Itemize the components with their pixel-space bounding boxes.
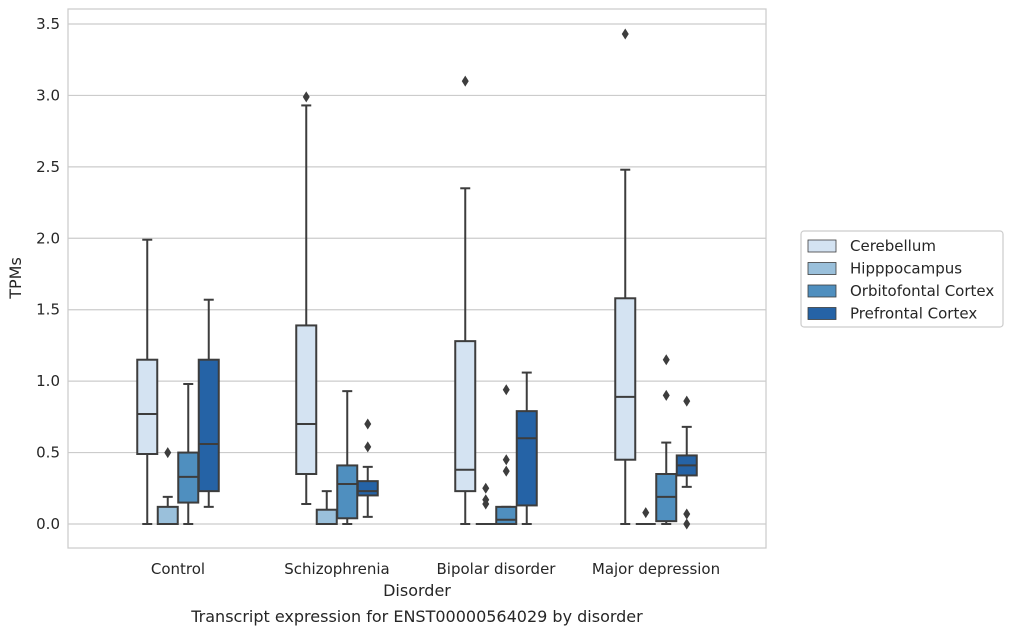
box bbox=[495, 505, 518, 526]
outlier-point bbox=[482, 482, 490, 494]
legend-label: Cerebellum bbox=[850, 237, 936, 255]
box-group bbox=[295, 91, 318, 505]
box bbox=[315, 508, 338, 526]
box bbox=[614, 297, 637, 461]
box-group bbox=[315, 490, 338, 526]
box bbox=[156, 505, 179, 526]
plot-frame bbox=[67, 8, 767, 549]
y-tick-label: 1.5 bbox=[36, 301, 60, 319]
box bbox=[454, 340, 477, 493]
outlier-point bbox=[502, 384, 510, 396]
box-group bbox=[177, 383, 200, 525]
box bbox=[136, 358, 159, 456]
y-tick-label: 3.0 bbox=[36, 86, 60, 104]
box bbox=[336, 464, 359, 520]
box bbox=[356, 480, 379, 497]
x-tick-label: Bipolar disorder bbox=[437, 560, 557, 578]
legend-frame bbox=[800, 230, 1004, 328]
legend-item: Hipppocampus bbox=[807, 260, 962, 278]
box bbox=[515, 410, 538, 507]
outlier-point bbox=[302, 91, 310, 103]
box bbox=[197, 358, 220, 493]
legend-swatch bbox=[807, 307, 837, 320]
outlier-point bbox=[683, 395, 691, 407]
outlier-point bbox=[662, 354, 670, 366]
y-tick-labels: 0.0 0.5 1.0 1.5 2.0 2.5 3.0 3.5 bbox=[36, 15, 60, 533]
outlier-point bbox=[364, 441, 372, 453]
outlier-point bbox=[502, 454, 510, 466]
box-group bbox=[675, 395, 698, 530]
legend-item: Orbitofontal Cortex bbox=[807, 282, 994, 300]
legend-item: Prefrontal Cortex bbox=[807, 305, 977, 323]
outlier-point bbox=[482, 498, 490, 510]
outlier-point bbox=[364, 418, 372, 430]
x-axis-title: Disorder bbox=[383, 581, 451, 600]
box-group bbox=[454, 75, 477, 525]
legend-swatch bbox=[807, 239, 837, 253]
outlier-point bbox=[642, 507, 650, 519]
box-group bbox=[614, 28, 637, 525]
box-group bbox=[515, 371, 538, 525]
y-tick-label: 2.0 bbox=[36, 229, 60, 247]
x-tick-labels: Control Schizophrenia Bipolar disorder Majo… bbox=[151, 560, 720, 578]
gridlines bbox=[68, 23, 766, 525]
outlier-point bbox=[461, 75, 469, 87]
box-group bbox=[197, 298, 220, 508]
box bbox=[295, 324, 318, 475]
legend-swatch bbox=[807, 284, 837, 298]
box-group bbox=[136, 238, 159, 525]
outlier-point bbox=[621, 28, 629, 40]
y-tick-label: 1.0 bbox=[36, 372, 60, 390]
legend-label: Hipppocampus bbox=[850, 260, 962, 278]
y-axis-title: TPMs bbox=[6, 257, 25, 300]
box-groups bbox=[136, 28, 698, 530]
chart-caption: Transcript expression for ENST0000056402… bbox=[190, 607, 643, 626]
legend-label: Prefrontal Cortex bbox=[850, 305, 977, 323]
box-group bbox=[495, 384, 518, 526]
box-group bbox=[475, 482, 496, 525]
outlier-point bbox=[662, 389, 670, 401]
y-tick-label: 3.5 bbox=[36, 15, 60, 33]
box-group bbox=[336, 390, 359, 525]
legend-item: Cerebellum bbox=[807, 237, 936, 255]
y-tick-label: 0.5 bbox=[36, 444, 60, 462]
box-group bbox=[156, 447, 179, 526]
outlier-point bbox=[683, 508, 691, 520]
legend-label: Orbitofontal Cortex bbox=[850, 282, 994, 300]
x-tick-label: Major depression bbox=[592, 560, 720, 578]
outlier-point bbox=[164, 447, 172, 459]
box-group bbox=[356, 418, 379, 518]
outlier-point bbox=[683, 518, 691, 530]
legend[interactable]: Cerebellum Hipppocampus Orbitofontal Corte… bbox=[800, 230, 1004, 328]
x-tick-label: Control bbox=[151, 560, 205, 578]
outlier-point bbox=[502, 465, 510, 477]
y-tick-label: 2.5 bbox=[36, 158, 60, 176]
box-group bbox=[635, 507, 656, 525]
box-group bbox=[655, 354, 678, 525]
y-tick-label: 0.0 bbox=[36, 515, 60, 533]
x-tick-label: Schizophrenia bbox=[284, 560, 389, 578]
legend-swatch bbox=[807, 262, 837, 275]
